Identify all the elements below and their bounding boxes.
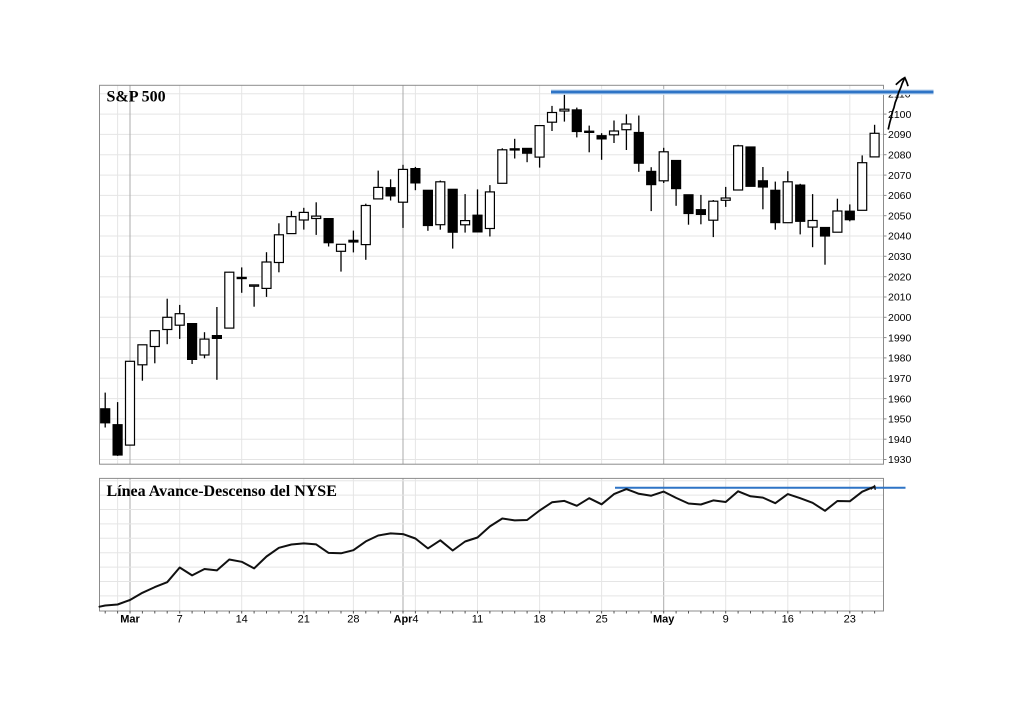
svg-text:May: May [653, 614, 675, 626]
svg-text:2020: 2020 [888, 271, 912, 283]
svg-text:18: 18 [533, 614, 545, 626]
svg-text:2050: 2050 [888, 210, 912, 222]
svg-text:2010: 2010 [888, 292, 912, 304]
svg-text:16: 16 [782, 614, 794, 626]
svg-text:2070: 2070 [888, 170, 912, 182]
svg-text:4: 4 [412, 614, 418, 626]
svg-text:1990: 1990 [888, 332, 912, 344]
svg-text:21: 21 [298, 614, 310, 626]
svg-text:9: 9 [723, 614, 729, 626]
svg-text:2030: 2030 [888, 251, 912, 263]
svg-text:7: 7 [177, 614, 183, 626]
svg-text:1950: 1950 [888, 414, 912, 426]
svg-text:2000: 2000 [888, 312, 912, 324]
svg-text:1980: 1980 [888, 353, 912, 365]
svg-text:1960: 1960 [888, 393, 912, 405]
svg-text:23: 23 [844, 614, 856, 626]
svg-text:1940: 1940 [888, 434, 912, 446]
svg-text:1930: 1930 [888, 454, 912, 466]
svg-text:1970: 1970 [888, 373, 912, 385]
svg-text:2090: 2090 [888, 129, 912, 141]
svg-text:25: 25 [595, 614, 607, 626]
svg-text:28: 28 [347, 614, 359, 626]
svg-text:2100: 2100 [888, 109, 912, 121]
svg-text:S&P 500: S&P 500 [107, 89, 166, 106]
svg-text:Apr: Apr [394, 614, 414, 626]
svg-text:2080: 2080 [888, 149, 912, 161]
svg-text:2040: 2040 [888, 231, 912, 243]
svg-text:11: 11 [472, 614, 483, 626]
svg-text:2060: 2060 [888, 190, 912, 202]
svg-text:Mar: Mar [120, 614, 140, 626]
svg-text:Línea Avance-Descenso del NYSE: Línea Avance-Descenso del NYSE [107, 483, 337, 500]
svg-text:14: 14 [236, 614, 248, 626]
